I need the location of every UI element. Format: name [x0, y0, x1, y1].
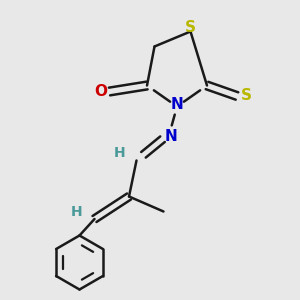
Text: N: N — [171, 97, 183, 112]
Text: N: N — [165, 129, 177, 144]
Text: S: S — [185, 20, 196, 34]
Text: H: H — [113, 146, 125, 160]
Text: H: H — [71, 206, 82, 219]
Text: O: O — [94, 84, 108, 99]
Text: S: S — [241, 88, 251, 104]
